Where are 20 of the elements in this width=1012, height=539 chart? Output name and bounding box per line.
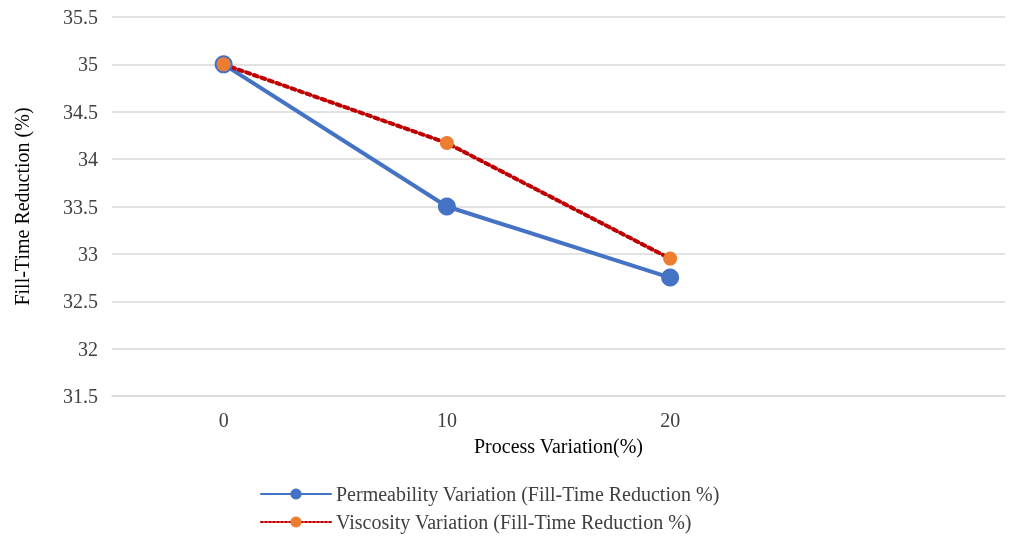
y-tick-label: 35.5: [63, 6, 98, 28]
y-tick-label: 33.5: [63, 195, 98, 218]
y-tick-label: 34.5: [63, 100, 98, 123]
x-axis-title: Process Variation(%): [473, 435, 644, 458]
legend-label: Permeability Variation (Fill-Time Reduction %): [336, 483, 720, 506]
y-tick-label: 32.5: [63, 290, 98, 313]
legend-label: Viscosity Variation (Fill-Time Reduction %): [336, 511, 692, 534]
y-tick-label: 35: [78, 53, 98, 76]
point: [439, 136, 454, 151]
y-axis-title: Fill-Time Reduction (%): [11, 107, 34, 306]
point: [663, 251, 678, 266]
point: [661, 268, 680, 287]
y-tick-label: 34: [78, 148, 98, 171]
y-tick-label: 32: [78, 337, 98, 360]
point: [437, 197, 456, 216]
x-tick-label: 20: [660, 409, 681, 431]
x-tick-label: 10: [436, 409, 457, 431]
y-tick-label: 33: [78, 242, 98, 265]
x-tick-label: 0: [218, 409, 229, 431]
y-tick-label: 31.5: [63, 385, 98, 407]
